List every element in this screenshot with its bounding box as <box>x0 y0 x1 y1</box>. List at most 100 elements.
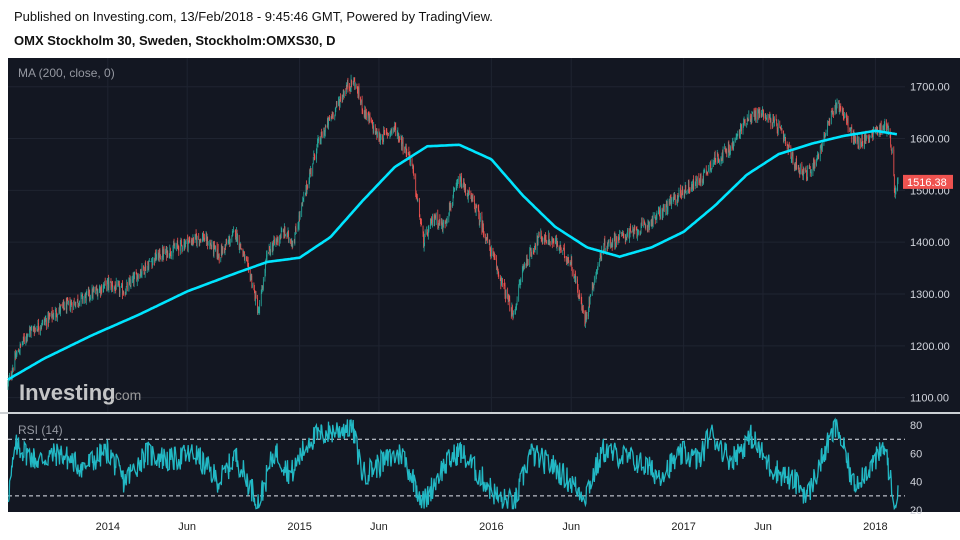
candle-body <box>513 313 514 315</box>
candle-body <box>60 305 61 312</box>
candle-body <box>772 126 773 127</box>
candle-body <box>100 287 102 293</box>
candle-body <box>113 288 115 290</box>
candle-body <box>880 124 882 134</box>
candle-body <box>814 161 816 165</box>
candle-body <box>338 100 340 103</box>
candle-body <box>177 242 179 246</box>
candle-body <box>362 109 363 112</box>
candle-body <box>262 289 264 290</box>
candle-body <box>210 244 211 246</box>
candle-body <box>739 131 741 136</box>
candle-body <box>744 119 746 125</box>
rsi-indicator-label[interactable]: RSI (14) <box>18 423 63 437</box>
candle-body <box>217 249 218 258</box>
candle-body <box>634 225 636 230</box>
candle-body <box>379 134 381 142</box>
candle-body <box>84 294 86 296</box>
candle-body <box>562 250 564 251</box>
candle-body <box>257 311 259 315</box>
candle-body <box>630 231 632 233</box>
candle-body <box>566 258 568 261</box>
candle-body <box>53 316 55 317</box>
candle-body <box>876 127 877 131</box>
candle-body <box>446 220 448 222</box>
candle-body <box>88 290 89 292</box>
candle-body <box>191 242 193 244</box>
candle-body <box>670 197 671 199</box>
candle-body <box>59 306 60 311</box>
candle-body <box>706 171 708 173</box>
candle-body <box>353 79 355 80</box>
candle-body <box>430 221 431 227</box>
candle-body <box>273 238 275 243</box>
candle-body <box>154 258 155 262</box>
candle-body <box>600 255 601 258</box>
candle-body <box>694 184 696 189</box>
candle-body <box>118 283 120 285</box>
candle-body <box>356 83 358 86</box>
candle-body <box>537 235 538 244</box>
candle-body <box>618 237 619 240</box>
candle-body <box>123 293 124 295</box>
candle-body <box>725 149 727 151</box>
candle-body <box>108 281 110 288</box>
candle-body <box>202 235 204 238</box>
candle-body <box>301 203 303 213</box>
candle-body <box>181 240 182 245</box>
candle-body <box>276 238 278 242</box>
candle-body <box>12 368 14 373</box>
watermark-suffix: .com <box>111 387 141 403</box>
candle-body <box>268 252 269 253</box>
candle-body <box>607 241 609 249</box>
candle-body <box>257 298 258 314</box>
candle-body <box>586 314 588 316</box>
candle-body <box>838 100 840 110</box>
candle-body <box>626 237 627 240</box>
candle-body <box>577 279 578 290</box>
candle-body <box>552 240 554 243</box>
candle-body <box>625 237 627 239</box>
candle-body <box>580 297 582 301</box>
candle-body <box>847 119 849 129</box>
candle-body <box>411 159 413 165</box>
candle-body <box>548 234 549 244</box>
candle-body <box>531 249 533 257</box>
candle-body <box>360 101 362 103</box>
candle-body <box>825 132 827 135</box>
candle-body <box>483 227 484 233</box>
candle-body <box>398 133 399 141</box>
candle-body <box>200 238 202 243</box>
candle-body <box>151 261 152 263</box>
candle-body <box>206 237 208 244</box>
candle-body <box>340 97 341 99</box>
candle-body <box>349 87 351 91</box>
candle-body <box>308 181 310 188</box>
price-pane[interactable] <box>8 58 905 412</box>
candle-body <box>763 111 764 118</box>
ma-indicator-label[interactable]: MA (200, close, 0) <box>18 66 115 80</box>
candle-body <box>518 285 520 300</box>
candle-body <box>585 311 587 320</box>
candle-body <box>626 234 628 238</box>
candle-body <box>59 307 61 312</box>
candle-body <box>850 128 852 129</box>
candle-body <box>805 169 807 171</box>
candle-body <box>155 258 157 260</box>
candle-body <box>843 110 844 118</box>
candle-body <box>775 118 777 120</box>
candle-body <box>864 135 865 148</box>
candle-body <box>746 118 748 124</box>
candle-body <box>276 240 277 241</box>
candle-body <box>560 249 562 250</box>
candle-body <box>16 351 18 355</box>
candle-body <box>236 231 237 238</box>
candle-body <box>111 283 112 290</box>
candle-body <box>86 291 88 294</box>
candle-body <box>96 287 97 291</box>
candle-body <box>713 160 715 164</box>
candle-body <box>170 248 171 254</box>
chart-area[interactable]: 1700.001600.001500.001400.001300.001200.… <box>0 58 960 540</box>
candle-body <box>688 182 689 193</box>
candle-body <box>358 87 360 97</box>
